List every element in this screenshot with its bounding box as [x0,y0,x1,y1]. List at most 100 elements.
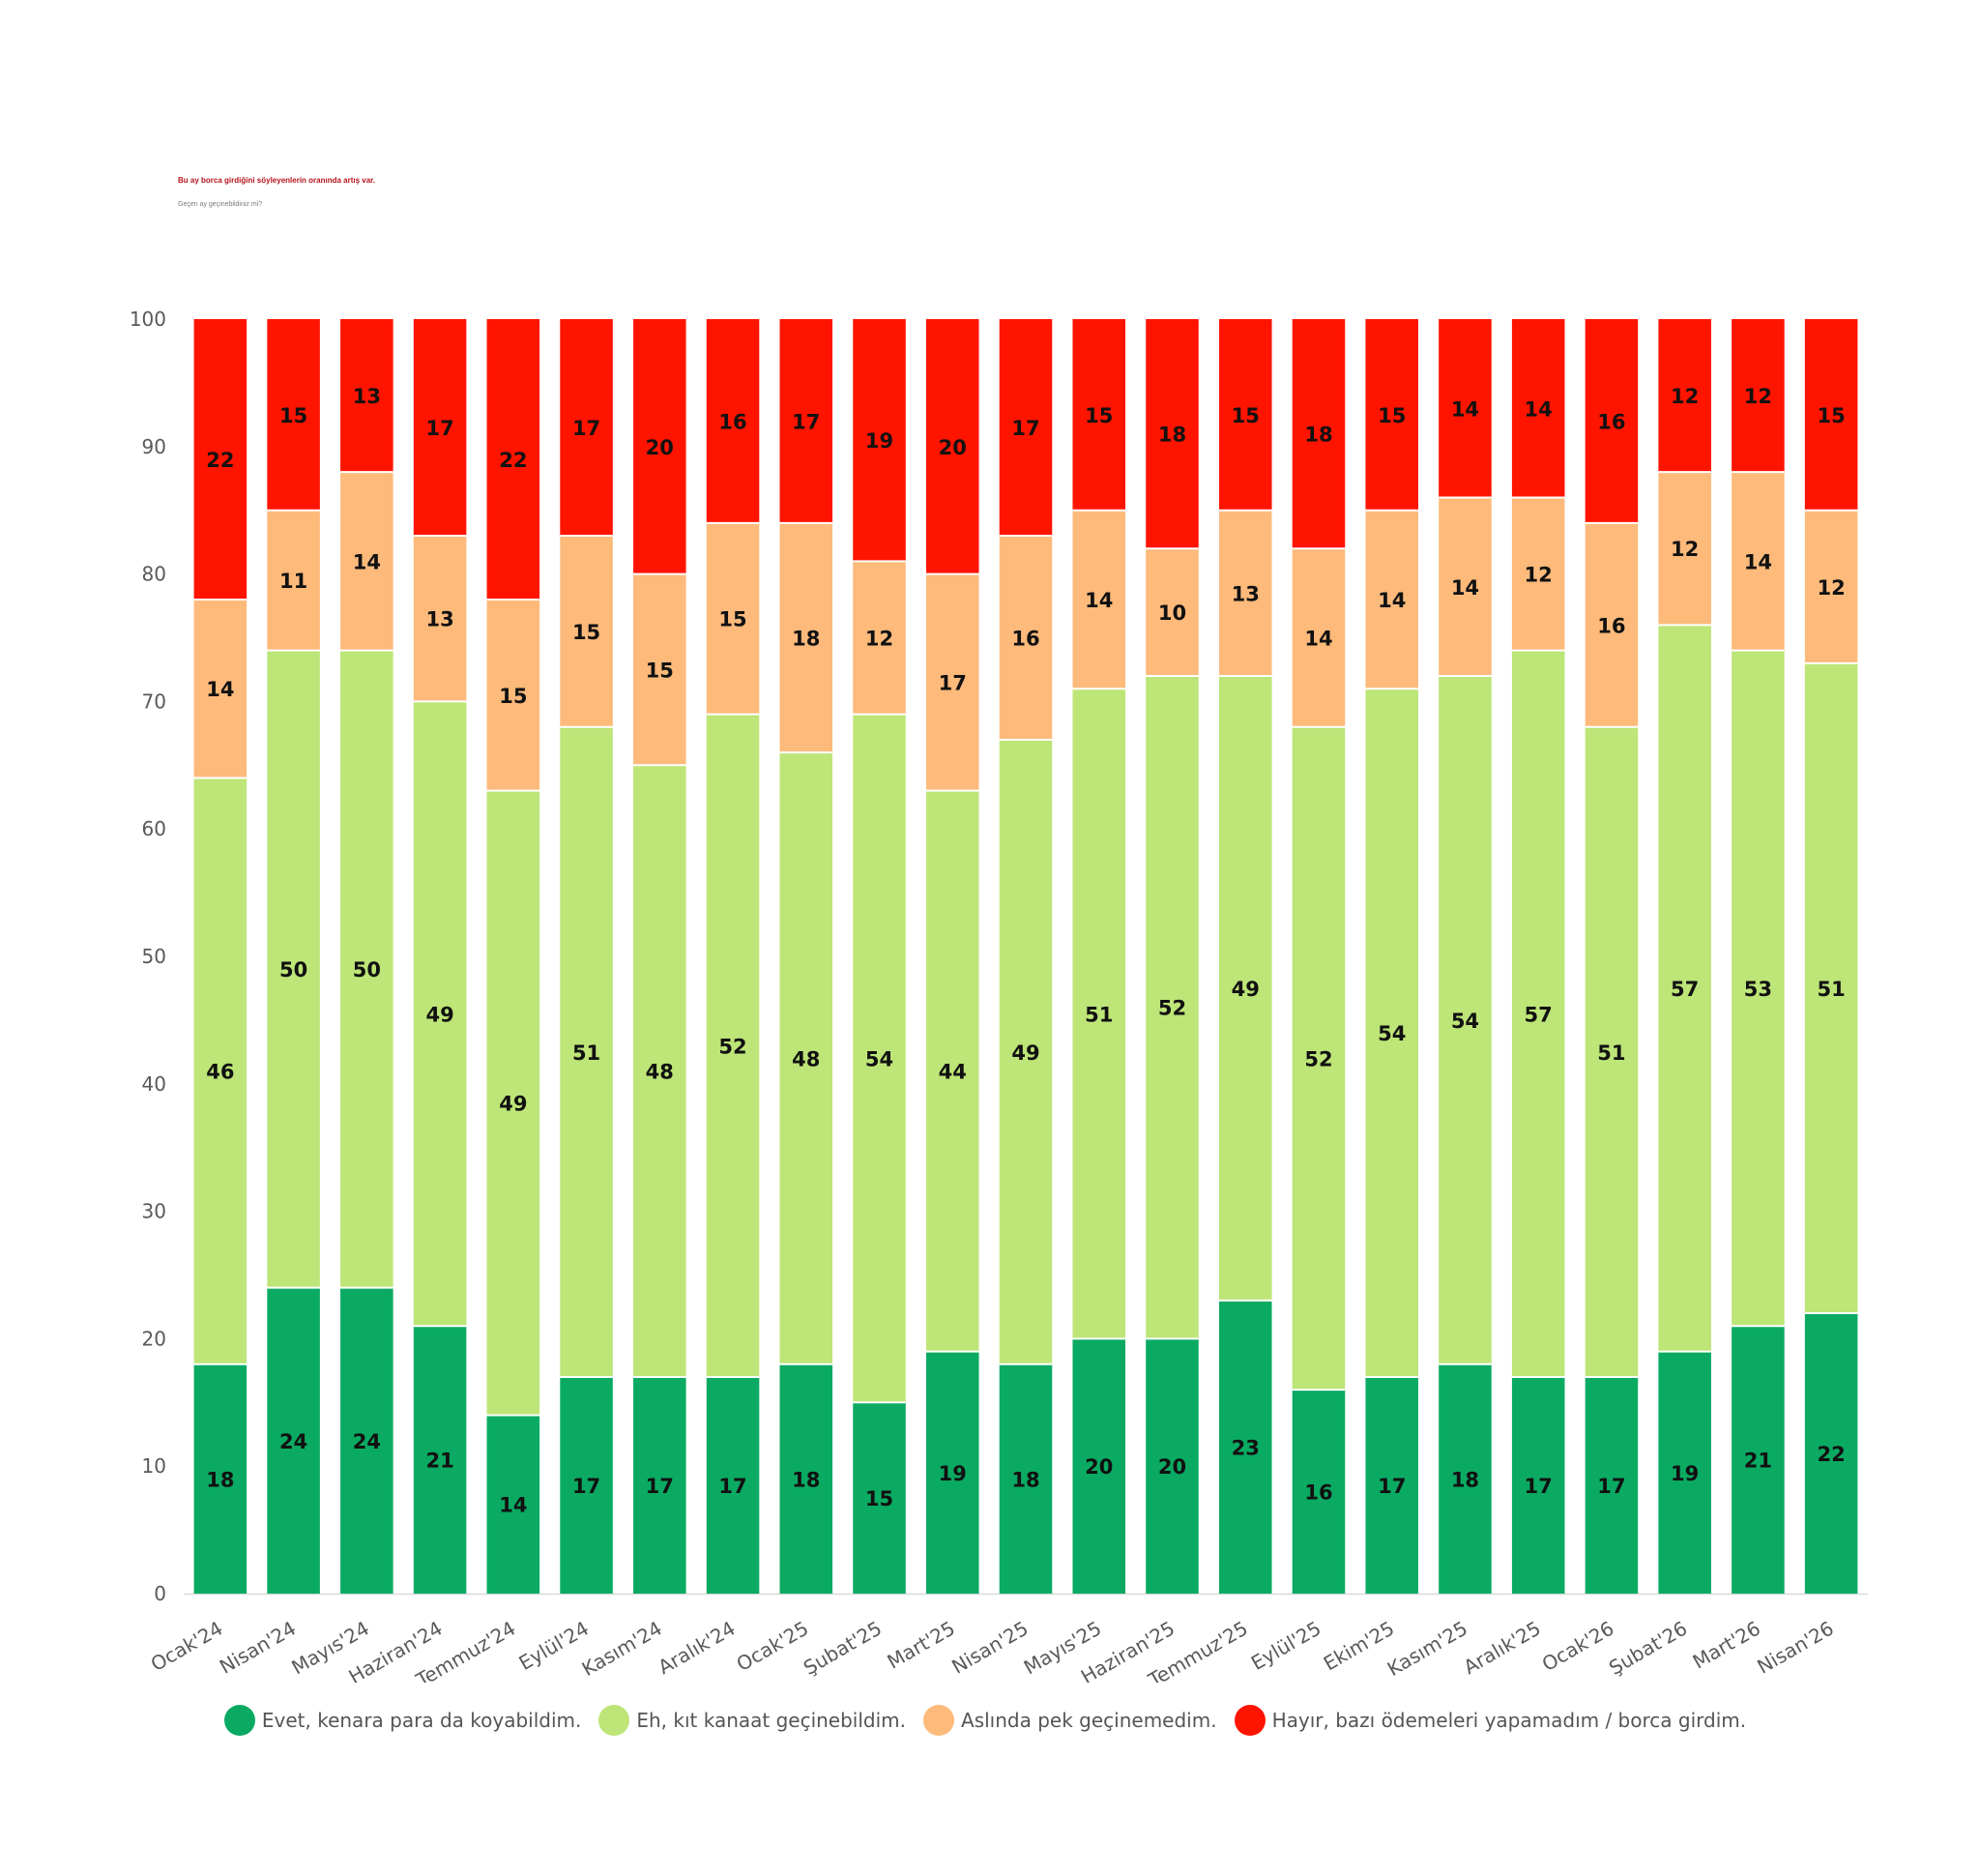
data-label: 17 [718,1475,746,1498]
y-tick-label: 90 [142,435,166,458]
bar-segment [1218,1300,1272,1594]
data-label: 19 [865,429,893,453]
bar-segment [1804,662,1858,1314]
bar-segment [706,714,760,1377]
data-label: 17 [1525,1475,1553,1498]
bar-segment [1292,548,1346,727]
bar-segment [1585,522,1639,727]
data-label: 14 [206,678,234,701]
bar-segment [560,726,613,1377]
data-label: 18 [792,1468,820,1491]
data-label: 49 [425,1003,453,1026]
data-label: 15 [572,621,600,644]
data-label: 51 [1818,978,1846,1001]
data-label: 12 [1744,385,1772,408]
data-label: 48 [646,1061,674,1084]
data-label: 12 [1671,385,1699,408]
data-label: 51 [572,1041,600,1065]
bar-segment [1658,625,1711,1352]
data-label: 10 [1158,601,1186,625]
y-tick-label: 50 [142,945,166,968]
bar-segment [1146,676,1199,1339]
bar-segment [267,319,320,511]
data-label: 51 [1085,1003,1113,1026]
data-label: 54 [865,1047,893,1070]
bar-segment [486,790,540,1416]
bar-segment [853,1402,906,1594]
data-label: 54 [1451,1010,1479,1033]
bar-segment [267,510,320,651]
data-label: 13 [1232,582,1260,605]
bar-segment [999,319,1053,537]
data-label: 13 [353,385,381,408]
bar-segment [1218,676,1272,1301]
bar-segment [193,1363,248,1594]
y-tick-label: 60 [142,817,166,840]
data-label: 20 [939,436,967,459]
bar-segment [1292,319,1346,549]
x-tick-label: Şubat'25 [800,1617,886,1680]
data-label: 15 [499,685,527,708]
data-label: 17 [1597,1475,1625,1498]
bar-segment [486,1415,540,1594]
bar-segment [1072,510,1126,689]
data-label: 17 [1378,1475,1406,1498]
data-label: 14 [1451,397,1479,421]
bar-segment [853,561,906,715]
data-label: 15 [1818,404,1846,427]
y-tick-label: 0 [154,1582,166,1605]
data-label: 12 [1671,538,1699,561]
bar-segment [633,765,686,1377]
data-label: 18 [1158,424,1186,447]
data-label: 52 [1158,997,1186,1020]
x-tick-label: Mart'25 [883,1617,958,1674]
bar-segment [1511,319,1565,498]
legend: Evet, kenara para da koyabildim. Eh, kıt… [0,1705,1980,1736]
bar-segment [340,319,393,473]
bar-segment [779,319,833,523]
data-label: 20 [1158,1455,1186,1479]
data-label: 46 [206,1061,234,1084]
data-label: 21 [1744,1450,1772,1473]
data-label: 17 [572,417,600,440]
data-label: 16 [1304,1481,1332,1505]
bar-segment [925,319,979,574]
bar-segment [413,1326,467,1594]
bar-segment [1732,1326,1785,1594]
y-tick-label: 70 [142,689,166,713]
bar-segment [1292,1390,1346,1594]
data-label: 51 [1597,1041,1625,1065]
legend-label-hayir: Hayır, bazı ödemeleri yapamadım / borca … [1271,1709,1747,1732]
bar-segment [1511,497,1565,651]
bar-segment [1072,689,1126,1339]
legend-swatch-eh [598,1705,630,1736]
bar-segment [1365,319,1418,511]
data-label: 17 [792,410,820,433]
bar-segment [1072,1338,1126,1594]
bar-segment [560,536,613,727]
data-label: 57 [1671,978,1699,1001]
x-tick-label: Kasım'25 [1383,1617,1471,1682]
x-tick-label: Ocak'24 [147,1617,227,1677]
data-label: 15 [1085,404,1113,427]
bar-segment [779,752,833,1364]
bar-segment [1585,726,1639,1377]
bar-segment [1511,1376,1565,1594]
x-tick-label: Nisan'26 [1753,1617,1837,1679]
bar-segment [340,1287,393,1594]
data-label: 14 [1525,397,1553,421]
bar-segment [267,650,320,1288]
bar-segment [706,319,760,523]
bar-segment [706,522,760,715]
bar-segment [1072,319,1126,511]
data-label: 18 [1304,424,1332,447]
data-label: 14 [499,1494,527,1517]
stacked-bar-chart: 0 10 20 30 40 50 60 70 80 90 100 18 46 14 22 24 50 11 15 2… [130,308,1868,1683]
data-label: 48 [792,1047,820,1070]
data-label: 44 [939,1061,967,1084]
data-label: 54 [1378,1022,1406,1045]
bar-segment [853,319,906,562]
bar-segment [193,777,248,1364]
data-label: 14 [353,550,381,573]
x-tick-label: Aralık'25 [1460,1617,1545,1680]
